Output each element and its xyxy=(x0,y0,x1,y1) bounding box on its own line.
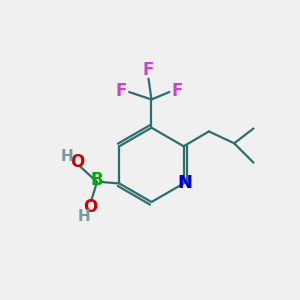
Text: F: F xyxy=(143,61,154,79)
Text: N: N xyxy=(178,174,193,192)
Text: O: O xyxy=(70,153,84,171)
Text: H: H xyxy=(60,149,73,164)
Text: H: H xyxy=(77,208,90,224)
Text: O: O xyxy=(83,198,98,216)
Text: F: F xyxy=(115,82,127,100)
Text: F: F xyxy=(172,82,183,100)
Text: B: B xyxy=(91,172,103,190)
